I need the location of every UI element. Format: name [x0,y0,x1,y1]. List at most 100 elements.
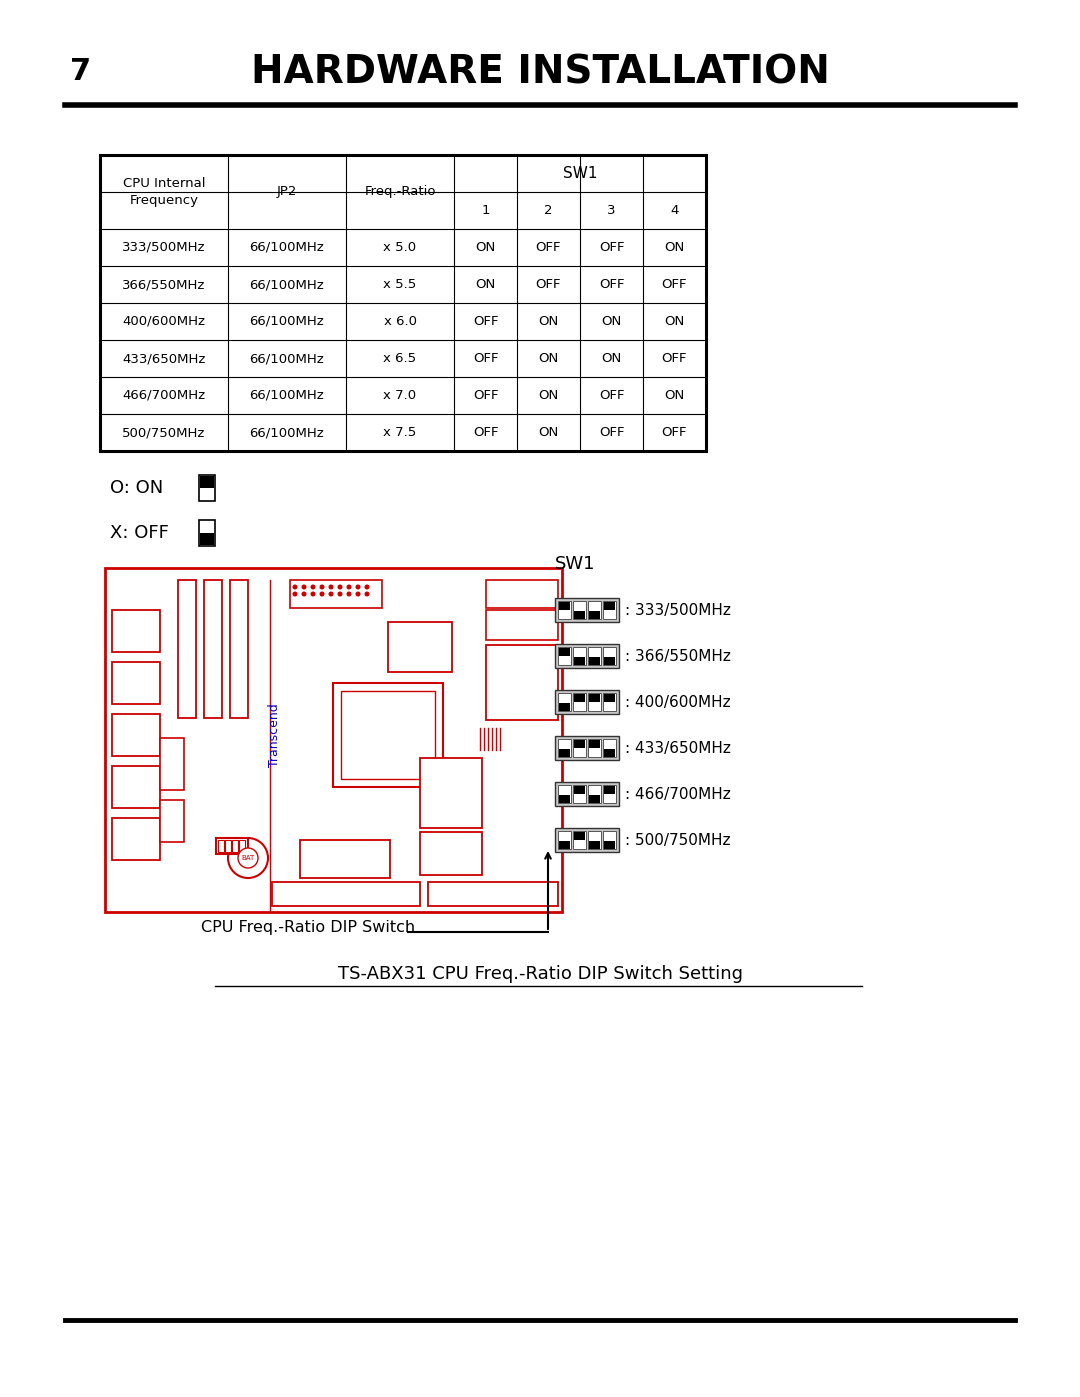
Bar [218,840,224,852]
Bar [588,785,600,803]
Bar [225,840,231,852]
Text: 66/100MHz: 66/100MHz [249,242,324,254]
Bar [204,580,222,718]
Bar [486,610,558,640]
Circle shape [302,592,306,595]
Bar [112,714,160,756]
Text: ON: ON [664,242,685,254]
Text: OFF: OFF [662,426,687,439]
Text: ON: ON [602,352,622,365]
Bar [558,739,571,757]
Circle shape [320,585,324,588]
Circle shape [365,585,368,588]
Text: HARDWARE INSTALLATION: HARDWARE INSTALLATION [251,53,829,91]
Bar [486,580,558,608]
Text: 500/750MHz: 500/750MHz [122,426,205,439]
Text: Freq.-Ratio: Freq.-Ratio [364,186,435,198]
Bar [559,602,570,610]
Bar [603,739,616,757]
Text: 1: 1 [482,204,489,217]
Bar [588,693,600,711]
Text: 2: 2 [544,204,553,217]
Text: : 500/750MHz: : 500/750MHz [625,833,730,848]
Text: 366/550MHz: 366/550MHz [122,278,205,291]
Bar [573,785,586,803]
Text: OFF: OFF [536,242,562,254]
Bar [160,738,184,789]
Text: ON: ON [602,314,622,328]
Text: : 433/650MHz: : 433/650MHz [625,740,731,756]
Bar [112,610,160,652]
Text: ON: ON [538,352,558,365]
Bar [239,840,245,852]
Bar [555,736,619,760]
Text: 400/600MHz: 400/600MHz [122,314,205,328]
Bar [604,694,615,703]
Text: OFF: OFF [662,278,687,291]
Text: O: ON: O: ON [110,479,163,497]
Bar [603,785,616,803]
Text: OFF: OFF [473,352,498,365]
Text: : 400/600MHz: : 400/600MHz [625,694,731,710]
Text: OFF: OFF [598,388,624,402]
Bar [603,831,616,849]
Text: ON: ON [538,314,558,328]
Bar [333,683,443,787]
Bar [573,739,586,757]
Bar [603,693,616,711]
Bar [589,610,600,619]
Bar [200,534,214,545]
Bar [555,782,619,806]
Circle shape [347,592,351,595]
Bar [555,828,619,852]
Text: ON: ON [664,388,685,402]
Text: 466/700MHz: 466/700MHz [122,388,205,402]
Text: : 333/500MHz: : 333/500MHz [625,602,731,617]
Bar [573,694,585,703]
Bar [200,476,214,488]
Text: OFF: OFF [536,278,562,291]
Text: 3: 3 [607,204,616,217]
Text: : 466/700MHz: : 466/700MHz [625,787,731,802]
Bar [603,647,616,665]
Text: BAT: BAT [241,855,255,861]
Text: SW1: SW1 [555,555,595,573]
Bar [573,601,586,619]
Text: JP2: JP2 [276,186,297,198]
Bar [555,598,619,622]
Text: ON: ON [538,426,558,439]
Bar [300,840,390,877]
Text: OFF: OFF [662,352,687,365]
Text: OFF: OFF [598,242,624,254]
Text: x 7.0: x 7.0 [383,388,417,402]
Bar [573,693,586,711]
Text: x 7.5: x 7.5 [383,426,417,439]
Bar [559,841,570,849]
Text: OFF: OFF [598,426,624,439]
Text: 66/100MHz: 66/100MHz [249,278,324,291]
Text: OFF: OFF [473,314,498,328]
Bar [559,703,570,711]
Bar [112,662,160,704]
Circle shape [365,592,368,595]
Bar [603,601,616,619]
Bar [573,833,585,840]
Text: ON: ON [475,242,496,254]
Circle shape [311,585,314,588]
Bar [588,739,600,757]
Bar [428,882,558,907]
Bar [555,644,619,668]
Bar [555,690,619,714]
Bar [272,882,420,907]
Bar [105,569,562,912]
Bar [160,800,184,842]
Text: ON: ON [475,278,496,291]
Bar [604,787,615,793]
Text: x 5.5: x 5.5 [383,278,417,291]
Text: TS-ABX31 CPU Freq.-Ratio DIP Switch Setting: TS-ABX31 CPU Freq.-Ratio DIP Switch Sett… [337,965,743,983]
Bar [341,692,435,780]
Bar [589,657,600,665]
Bar [558,831,571,849]
Circle shape [356,585,360,588]
Bar [230,580,248,718]
